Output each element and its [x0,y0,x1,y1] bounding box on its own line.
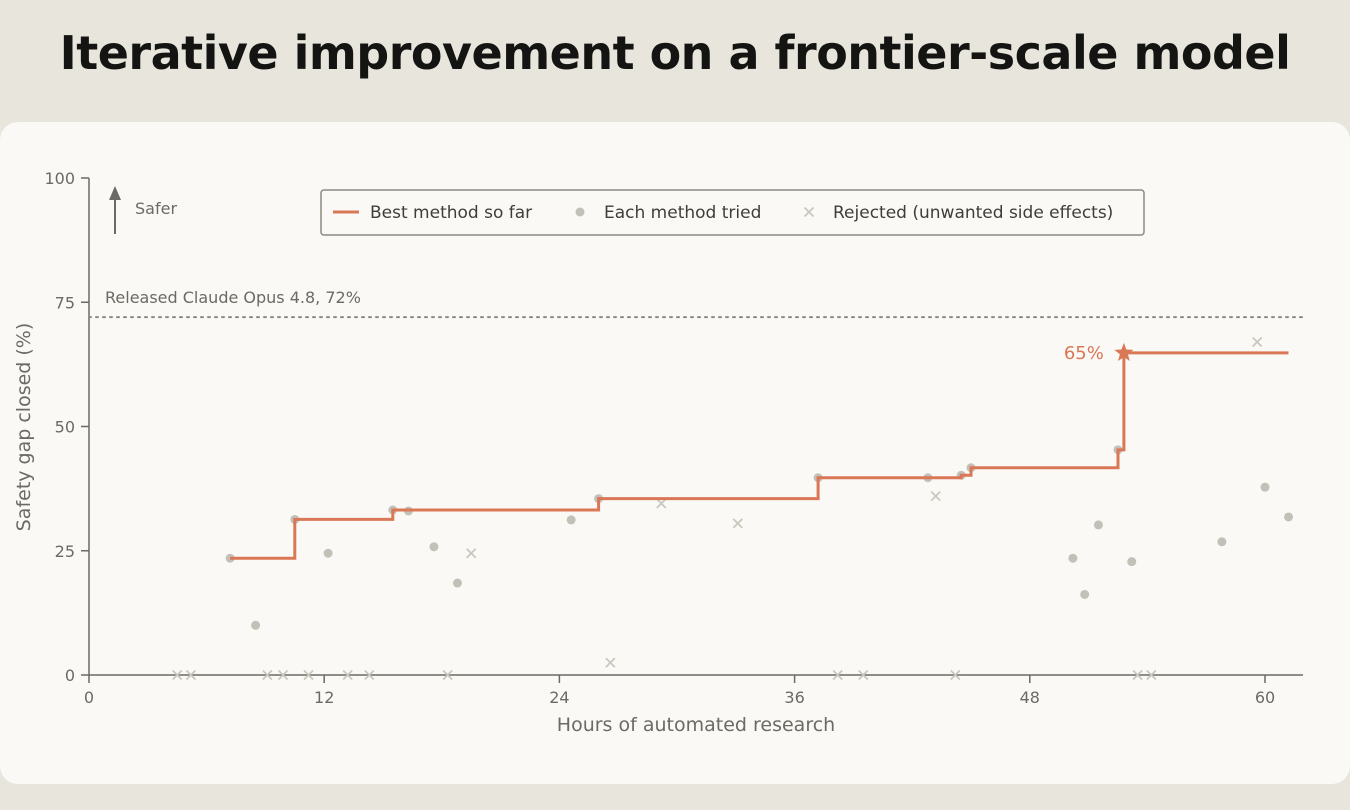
method-point [323,548,333,558]
rejected-marker [950,669,961,681]
x-tick-label: 0 [84,688,94,707]
rejected-marker [185,669,197,681]
page-title: Iterative improvement on a frontier-scal… [59,26,1291,80]
rejected-marker-stroke [1146,669,1157,681]
legend-point-swatch [575,207,585,217]
method-point [1080,589,1090,599]
safer-label: Safer [135,199,177,218]
method-point [429,542,439,552]
x-axis-title: Hours of automated research [557,714,835,736]
rejected-marker-stroke [185,669,197,681]
rejected-marker [930,490,941,502]
method-point [1093,520,1103,530]
rejected-markers-group [172,336,1263,681]
reference-line-group: Released Claude Opus 4.8, 72% [88,288,1304,319]
rejected-marker-stroke [172,669,183,681]
rejected-marker [277,669,289,681]
y-tick-label: 50 [55,418,75,437]
scatter-points-group [225,445,1294,630]
y-axis-title: Safety gap closed (%) [13,323,35,532]
reference-line-label: Released Claude Opus 4.8, 72% [105,288,361,307]
rejected-marker [466,548,477,559]
rejected-marker [442,669,453,681]
x-tick-label: 36 [784,688,804,707]
rejected-marker-stroke [277,669,289,681]
legend: Best method so far Each method tried Rejec… [320,189,1145,236]
rejected-marker-stroke [303,669,314,681]
x-tick-label: 12 [314,688,334,707]
rejected-marker [732,518,743,529]
method-point [1284,512,1294,522]
rejected-marker [1132,669,1143,681]
rejected-marker-stroke [1252,336,1263,348]
x-tick-label: 24 [549,688,569,707]
rejected-marker [605,657,616,668]
rejected-marker [832,669,843,681]
rejected-marker-stroke [732,518,743,529]
rejected-marker-stroke [262,669,273,681]
rejected-marker [858,669,869,681]
safer-indicator: Safer [109,186,177,234]
x-tick-label: 48 [1020,688,1040,707]
rejected-marker-stroke [1132,669,1143,681]
rejected-marker-stroke [364,669,375,681]
rejected-marker [172,669,183,681]
rejected-marker [1146,669,1157,681]
y-tick-label: 25 [55,542,75,561]
rejected-marker-stroke [858,669,869,681]
chart-canvas: 0 25 50 75 100 0 12 24 36 48 60 Hours of automated … [13,169,1304,736]
rejected-marker [656,498,667,509]
method-point [1127,557,1137,567]
method-point [1260,482,1270,492]
method-point [566,515,576,525]
rejected-marker-stroke [930,490,941,502]
method-point [251,620,261,630]
rejected-marker-stroke [950,669,961,681]
best-method-line-group: 65% [230,342,1289,560]
final-value-label: 65% [1064,343,1104,364]
rejected-marker [342,669,353,681]
y-tick-label: 100 [44,169,75,188]
best-method-line [230,351,1289,560]
legend-label-best-method: Best method so far [370,203,532,223]
legend-label-rejected: Rejected (unwanted side effects) [833,203,1113,223]
rejected-marker-stroke [832,669,843,681]
rejected-marker-stroke [466,548,477,559]
legend-box [320,189,1145,236]
chart-axes: 0 25 50 75 100 0 12 24 36 48 60 Hours of automated … [13,169,1303,736]
rejected-marker [1252,336,1263,348]
method-point [1217,537,1227,547]
rejected-marker [262,669,273,681]
legend-label-each-method: Each method tried [604,203,761,223]
rejected-marker-stroke [342,669,353,681]
rejected-marker [303,669,314,681]
method-point [452,578,462,588]
final-star-marker [1114,342,1134,361]
method-point [1068,553,1078,563]
legend-x-swatch [803,206,815,218]
y-tick-label: 75 [55,293,75,312]
rejected-marker-stroke [605,657,616,668]
safer-arrow-head [109,186,121,200]
rejected-marker-stroke [442,669,453,681]
chart-card: 0 25 50 75 100 0 12 24 36 48 60 Hours of automated … [0,122,1350,784]
rejected-marker [364,669,375,681]
x-tick-label: 60 [1255,688,1275,707]
y-tick-label: 0 [65,666,75,685]
rejected-marker-stroke [656,498,667,509]
